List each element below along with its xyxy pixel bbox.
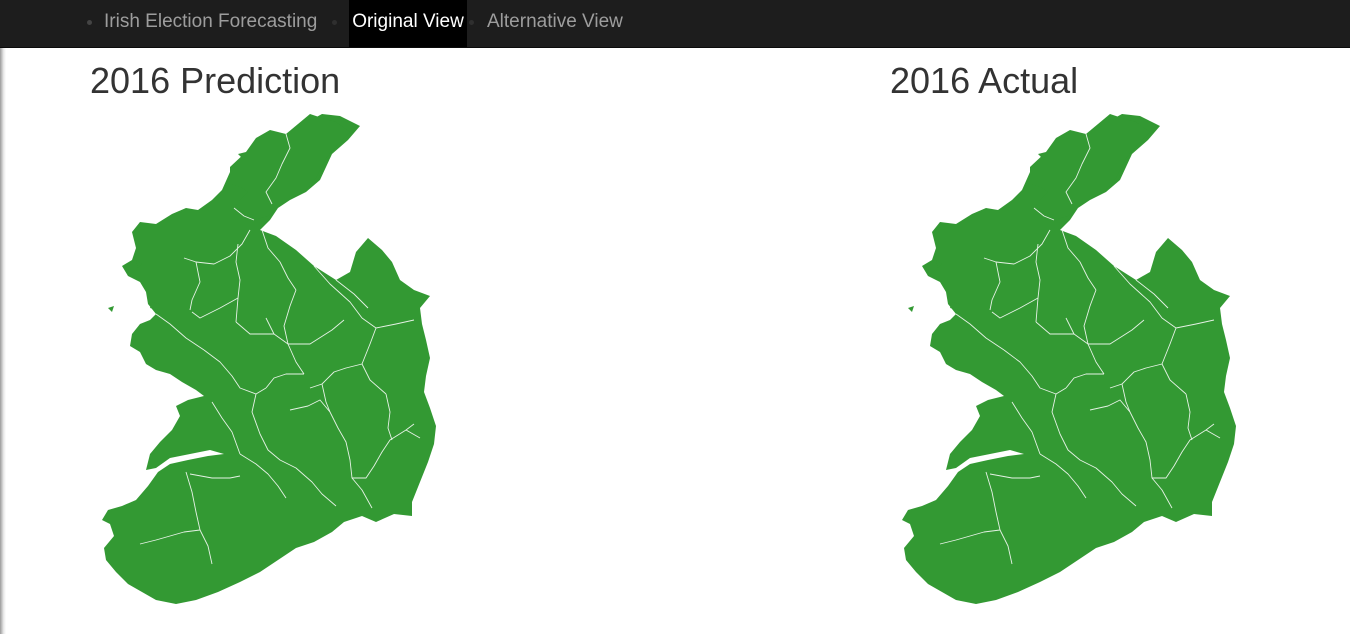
constituency-border [1088, 319, 1145, 345]
navbar-brand-link[interactable]: Irish Election Forecasting [104, 11, 318, 32]
constituency-border [289, 399, 373, 509]
top-navbar: Irish Election Forecasting Original View… [0, 0, 1350, 48]
prediction-constituency-map [102, 114, 436, 604]
island-islet [150, 302, 160, 310]
constituency-border [191, 297, 239, 319]
constituency-border [1065, 373, 1104, 389]
constituency-border [1113, 265, 1215, 329]
constituency-border [283, 289, 305, 375]
constituency-border [185, 471, 213, 565]
constituency-borders [139, 133, 421, 565]
island-landmass [902, 114, 1236, 604]
constituency-border [1065, 133, 1091, 205]
prediction-panel-title: 2016 Prediction [90, 60, 341, 101]
nav-tab-alternative-view[interactable]: Alternative View [487, 11, 623, 32]
constituency-border [989, 473, 1041, 479]
constituency-border [235, 321, 274, 335]
constituency-border [989, 261, 1001, 311]
constituency-border [155, 313, 205, 351]
constituency-border [1205, 429, 1221, 439]
constituency-border [1109, 363, 1163, 389]
constituency-border [939, 529, 1001, 545]
constituency-border [265, 373, 304, 389]
constituency-border [405, 429, 421, 439]
constituency-border [385, 393, 393, 441]
constituency-border [203, 349, 267, 395]
island-islet [908, 306, 914, 312]
island-islet [136, 260, 142, 268]
constituency-border [1089, 399, 1173, 509]
constituency-border [1061, 229, 1097, 291]
constituency-border [1039, 453, 1087, 499]
constituency-border [211, 401, 241, 455]
constituency-border [955, 313, 1005, 351]
constituency-border [1083, 289, 1105, 375]
constituency-border [1035, 321, 1074, 335]
nav-bullet-icon [87, 20, 92, 25]
constituency-border [1033, 207, 1055, 221]
island-islet [238, 152, 246, 160]
constituency-border [261, 229, 297, 291]
constituency-border [321, 383, 331, 413]
constituency-border [983, 229, 1051, 265]
constituency-border [309, 363, 363, 389]
constituency-border [233, 207, 255, 221]
constituency-border [1185, 393, 1193, 441]
constituency-border [265, 133, 291, 205]
constituency-border [1135, 279, 1169, 309]
island-islet [936, 260, 942, 268]
constituency-border [313, 265, 415, 329]
constituency-border [1035, 243, 1041, 323]
constituency-borders [939, 133, 1221, 565]
constituency-border [288, 319, 345, 345]
nav-bullet-icon [469, 20, 474, 25]
island-landmass [102, 114, 436, 604]
constituency-border [189, 261, 201, 311]
constituency-border [1121, 383, 1131, 413]
constituency-border [139, 529, 201, 545]
constituency-border [189, 473, 241, 479]
island-islet [950, 302, 960, 310]
constituency-border [335, 279, 369, 309]
nav-bullet-icon [332, 20, 337, 25]
island-islet [1038, 152, 1046, 160]
nav-tab-original-view[interactable]: Original View [349, 0, 467, 47]
island-islet [108, 306, 114, 312]
constituency-border [251, 393, 337, 507]
page-edge-shadow [0, 48, 6, 634]
constituency-border [985, 471, 1013, 565]
constituency-border [1003, 349, 1067, 395]
constituency-border [239, 453, 287, 499]
constituency-border [235, 243, 241, 323]
constituency-border [991, 297, 1039, 319]
constituency-border [183, 229, 251, 265]
actual-constituency-map [902, 114, 1236, 604]
northern-landmass [230, 114, 350, 220]
constituency-border [1051, 393, 1137, 507]
actual-panel-title: 2016 Actual [890, 60, 1079, 101]
northern-landmass [1030, 114, 1150, 220]
constituency-border [1011, 401, 1041, 455]
